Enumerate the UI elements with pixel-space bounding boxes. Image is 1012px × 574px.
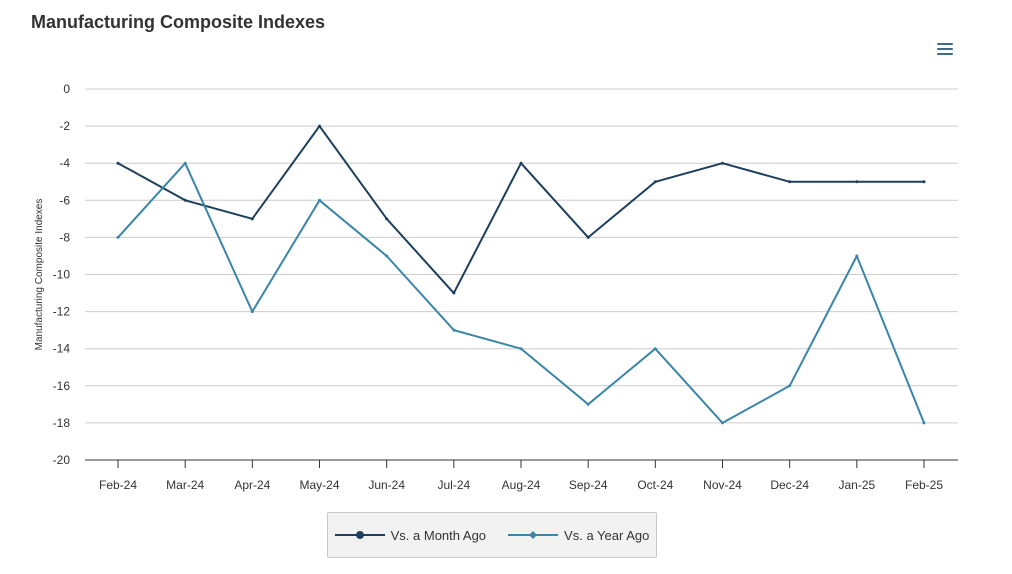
data-point [653,347,657,351]
data-point [519,347,523,351]
data-point [855,180,859,184]
data-point [586,235,590,239]
x-tick-label: Aug-24 [502,478,541,492]
chart-title: Manufacturing Composite Indexes [31,12,326,32]
data-point [721,421,724,425]
y-tick-label: -8 [59,230,70,244]
x-tick-label: Feb-24 [99,478,137,492]
y-tick-label: -20 [53,453,71,467]
legend-label-year-ago: Vs. a Year Ago [564,527,650,543]
x-tick-label: Sep-24 [569,478,608,492]
y-tick-label: 0 [63,82,70,96]
data-point [653,180,657,184]
x-tick-label: Apr-24 [234,478,270,492]
chart-menu-button[interactable] [930,36,960,62]
data-point [183,198,187,202]
data-point [116,161,120,165]
data-point [721,161,724,165]
x-tick-label: Oct-24 [637,478,673,492]
y-tick-label: -6 [59,193,70,207]
data-point [788,384,792,388]
data-point [519,161,523,165]
y-tick-label: -10 [53,268,71,282]
legend: Vs. a Month Ago Vs. a Year Ago [327,512,657,558]
data-point [318,124,321,128]
y-tick-label: -16 [53,379,71,393]
x-tick-label: Jun-24 [368,478,405,492]
data-point [318,198,321,202]
data-point [788,180,792,184]
x-tick-label: Nov-24 [703,478,742,492]
x-tick-label: Feb-25 [905,478,943,492]
y-axis-title: Manufacturing Composite Indexes [34,199,45,351]
legend-symbol-month-ago [334,531,385,539]
x-tick-label: Dec-24 [770,478,809,492]
data-point [855,254,859,258]
x-tick-label: Jan-25 [838,478,875,492]
legend-item-month-ago[interactable]: Vs. a Month Ago [334,527,487,543]
series-line-2 [117,162,925,424]
x-tick-label: Mar-24 [166,478,204,492]
y-tick-label: -14 [53,342,71,356]
y-tick-label: -12 [53,305,71,319]
legend-symbol-year-ago [508,531,559,539]
y-tick-label: -4 [59,156,70,170]
series-line-1 [117,125,924,295]
y-tick-label: -2 [59,119,70,133]
data-point [922,421,926,425]
data-point [116,235,120,239]
data-point [586,402,590,406]
data-point [385,254,389,258]
hamburger-icon [937,43,953,45]
line-chart: 0 -2 -4 -6 -8 -10 -12 -14 -16 -18 -20 Feb-24 Mar-24 A… [34,82,958,492]
data-point [452,328,456,332]
legend-item-year-ago[interactable]: Vs. a Year Ago [508,528,649,543]
data-point [250,310,254,314]
data-point [452,291,456,295]
y-tick-label: -18 [53,416,71,430]
data-point [250,217,254,221]
data-point [385,217,389,221]
x-tick-label: May-24 [299,478,339,492]
data-point [922,180,926,184]
legend-label-month-ago: Vs. a Month Ago [390,527,487,543]
data-point [183,161,187,165]
x-tick-label: Jul-24 [437,478,470,492]
